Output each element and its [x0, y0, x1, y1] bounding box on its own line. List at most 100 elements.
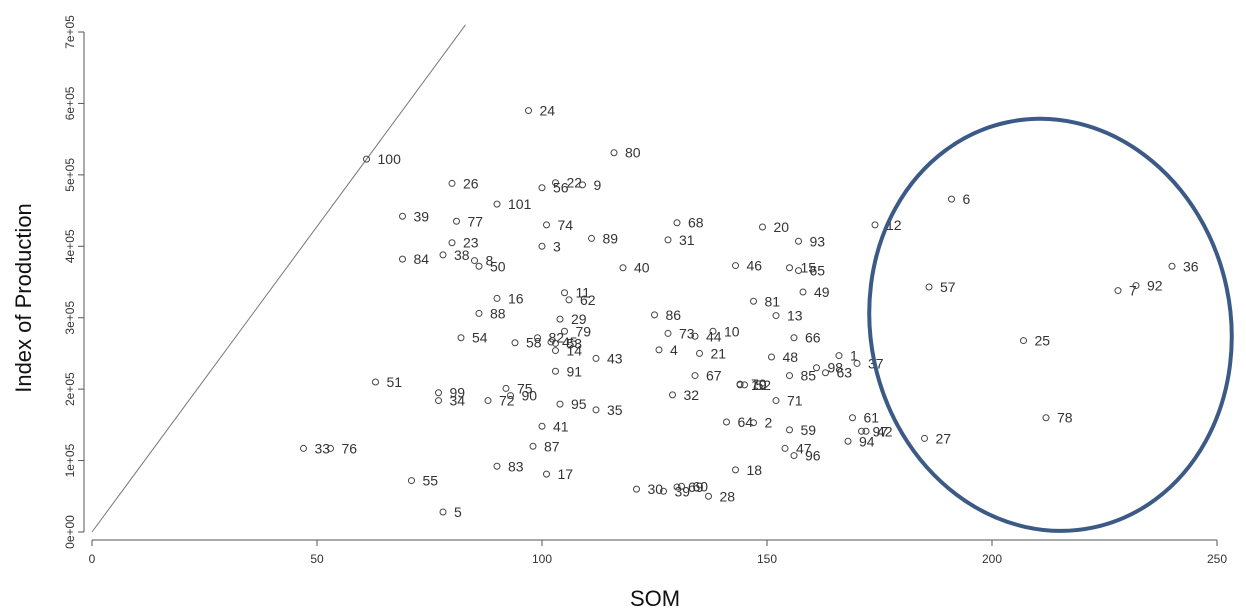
point-label: 74: [558, 217, 574, 233]
point-label: 30: [648, 481, 664, 497]
point-label: 62: [580, 292, 596, 308]
y-axis-ticks: 0e+00 1e+05 2e+05 3e+05 4e+05 5e+05 6e+05 7e+05: [63, 15, 84, 549]
data-point: [538, 184, 546, 192]
data-point: [835, 352, 843, 360]
data-point: [736, 380, 744, 388]
data-point: [1114, 287, 1122, 295]
point-label: 86: [666, 307, 682, 323]
point-label: 31: [679, 232, 695, 248]
data-point: [1042, 414, 1050, 422]
point-label: 88: [490, 305, 506, 321]
y-tick-label: 1e+05: [63, 443, 77, 477]
point-label: 27: [936, 430, 952, 446]
point-label: 28: [720, 488, 736, 504]
point-label: 101: [508, 196, 532, 212]
point-label: 22: [567, 175, 583, 191]
data-point: [399, 255, 406, 263]
data-point: [853, 359, 861, 367]
data-point: [592, 354, 600, 362]
point-label: 53: [567, 335, 583, 351]
point-label: 91: [567, 363, 583, 379]
point-label: 68: [688, 215, 704, 231]
data-point: [691, 332, 699, 340]
data-point: [529, 442, 537, 450]
point-label: 56: [553, 180, 569, 196]
point-label: 7: [1129, 283, 1137, 299]
data-point: [561, 289, 568, 297]
data-point: [705, 492, 712, 500]
x-axis-title: SOM: [630, 586, 680, 611]
point-label: 29: [571, 311, 587, 327]
point-label: 78: [1057, 410, 1073, 426]
point-label: 61: [864, 410, 880, 426]
point-label: 85: [801, 368, 817, 384]
point-label: 42: [877, 423, 893, 439]
point-label: 44: [706, 328, 722, 344]
data-point: [552, 339, 559, 347]
data-point: [822, 369, 829, 377]
data-point: [439, 251, 447, 259]
data-point: [858, 427, 865, 435]
point-label: 51: [387, 374, 403, 390]
data-point: [781, 444, 789, 452]
point-label: 89: [603, 230, 619, 246]
point-label: 32: [684, 387, 700, 403]
data-point: [511, 339, 519, 347]
data-point: [493, 200, 501, 208]
data-point: [669, 391, 676, 399]
point-label: 71: [787, 393, 803, 409]
data-point: [448, 239, 456, 247]
data-point: [786, 264, 793, 272]
y-tick-label: 0e+00: [63, 515, 77, 549]
data-point: [475, 262, 483, 270]
y-tick-label: 5e+05: [63, 158, 77, 192]
point-label: 75: [517, 380, 533, 396]
data-point: [1168, 262, 1176, 270]
point-label: 11: [576, 285, 591, 301]
data-point: [772, 312, 780, 320]
data-point: [673, 483, 681, 491]
point-label: 63: [837, 365, 853, 381]
data-point: [655, 346, 663, 354]
data-point: [552, 347, 559, 355]
point-label: 80: [625, 145, 641, 161]
x-tick-label: 200: [982, 552, 1002, 566]
point-label: 82: [549, 330, 565, 346]
point-label: 20: [774, 219, 790, 235]
point-label: 14: [567, 343, 583, 359]
point-label: 73: [679, 325, 695, 341]
data-point: [543, 221, 550, 229]
highlight-ellipse: [867, 116, 1234, 533]
data-point: [799, 288, 807, 296]
data-point: [538, 422, 546, 430]
data-point: [538, 242, 546, 250]
point-label: 69: [688, 479, 704, 495]
data-point: [750, 297, 757, 305]
point-label: 92: [1147, 278, 1163, 294]
data-point: [849, 414, 856, 422]
data-point: [457, 334, 465, 342]
point-label: 5: [454, 504, 462, 520]
point-label: 76: [342, 440, 358, 456]
data-point: [691, 372, 699, 380]
x-tick-label: 0: [89, 552, 96, 566]
point-label: 54: [472, 330, 488, 346]
point-label: 90: [522, 388, 538, 404]
data-point: [502, 384, 510, 392]
data-point: [664, 236, 672, 244]
data-point: [651, 311, 658, 319]
data-point: [921, 434, 928, 442]
point-label: 83: [508, 458, 524, 474]
point-label: 45: [562, 334, 578, 350]
data-point: [448, 179, 456, 187]
x-axis-ticks: 0 50 100 150 200 250: [89, 540, 1227, 566]
point-label: 17: [558, 466, 574, 482]
point-label: 70: [751, 376, 767, 392]
y-tick-label: 2e+05: [63, 372, 77, 406]
data-point: [786, 426, 793, 434]
data-point: [435, 389, 442, 397]
data-point: [493, 462, 501, 470]
point-label: 98: [828, 360, 844, 376]
data-point: [327, 444, 334, 452]
data-point: [534, 334, 541, 342]
